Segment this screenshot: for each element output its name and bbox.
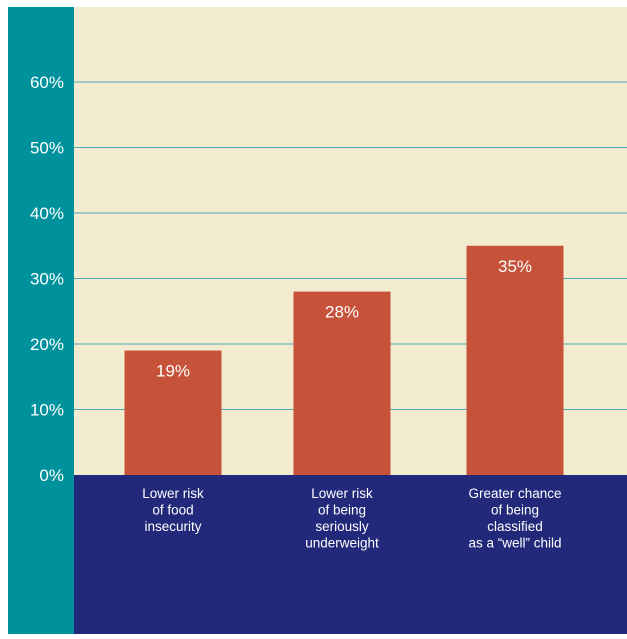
category-label-3-line-1: Greater chance bbox=[468, 486, 561, 501]
category-label-3-line-3: classified bbox=[487, 519, 543, 534]
y-tick-label-30: 30% bbox=[30, 270, 64, 289]
bar-3 bbox=[466, 245, 564, 475]
bar-1 bbox=[124, 350, 222, 475]
y-tick-label-40: 40% bbox=[30, 204, 64, 223]
bar-chart: 0% 10% 20% 30% 40% 50% 60% 19% 28% 35% Lower risk o… bbox=[30, 73, 627, 551]
chart-frame: 0% 10% 20% 30% 40% 50% 60% 19% 28% 35% Lower risk o… bbox=[8, 7, 627, 634]
category-label-3: Greater chance of being classified as a “we… bbox=[468, 486, 561, 551]
data-label-1: 19% bbox=[156, 362, 190, 381]
category-label-band bbox=[74, 475, 627, 634]
category-label-1-line-3: insecurity bbox=[144, 519, 201, 534]
category-label-1: Lower risk of food insecurity bbox=[142, 486, 204, 534]
category-label-2-line-1: Lower risk bbox=[311, 486, 373, 501]
category-label-2-line-3: seriously bbox=[315, 519, 369, 534]
y-tick-label-60: 60% bbox=[30, 73, 64, 92]
data-label-3: 35% bbox=[498, 257, 532, 276]
category-label-1-line-2: of food bbox=[152, 503, 193, 518]
left-axis-strip bbox=[8, 7, 74, 634]
y-tick-label-0: 0% bbox=[39, 466, 64, 485]
data-label-2: 28% bbox=[325, 303, 359, 322]
category-label-2: Lower risk of being seriously underweight bbox=[305, 486, 379, 551]
y-tick-label-10: 10% bbox=[30, 401, 64, 420]
category-label-1-line-1: Lower risk bbox=[142, 486, 204, 501]
y-tick-label-20: 20% bbox=[30, 335, 64, 354]
category-label-3-line-4: as a “well” child bbox=[468, 536, 561, 551]
category-label-2-line-4: underweight bbox=[305, 536, 379, 551]
y-tick-label-50: 50% bbox=[30, 139, 64, 158]
category-label-3-line-2: of being bbox=[491, 503, 539, 518]
category-label-2-line-2: of being bbox=[318, 503, 366, 518]
bar-2 bbox=[293, 291, 391, 475]
